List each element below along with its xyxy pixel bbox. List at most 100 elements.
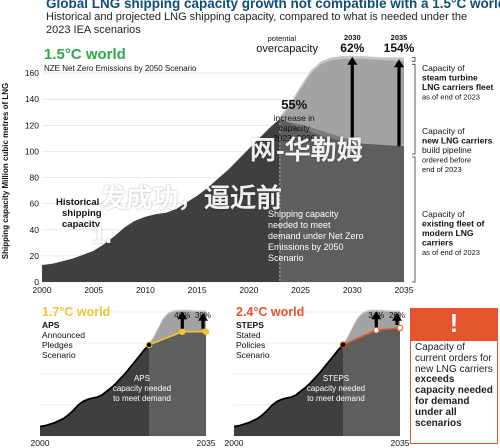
steps-historical-area <box>234 344 344 436</box>
scenario-title-main: 1.5°C world <box>44 46 126 63</box>
callout-text: Capacity of current orders for new LNG c… <box>411 341 497 431</box>
aps-x-tick-1: 2035 <box>197 438 216 448</box>
steps-scenario-code: STEPS <box>236 320 264 330</box>
y-tick-label-3: 60 <box>30 199 40 209</box>
aps-historical-line <box>39 344 150 428</box>
legend-1-line-1: new LNG carriers <box>422 136 493 146</box>
watermark-text-3: 1. <box>92 222 113 249</box>
steps-overcap-value-1: 26% <box>389 311 405 320</box>
aps-scenario-code: APS <box>42 320 60 330</box>
x-tick-label-0: 2000 <box>33 285 52 295</box>
needed-label-line-2: demand under Net Zero <box>268 231 364 241</box>
needed-label-line-3: Emissions by 2050 <box>268 242 344 252</box>
legend-2-line-2: modern LNG <box>422 228 474 238</box>
aps-historical-area <box>40 344 150 436</box>
steps-historical-line <box>233 344 344 428</box>
x-tick-label-3: 2015 <box>188 285 207 295</box>
y-tick-label-5: 100 <box>25 146 39 156</box>
x-tick-label-1: 2005 <box>84 285 103 295</box>
legend-2-line-3: carriers <box>422 238 453 248</box>
legend-0-line-2: LNG carriers fleet <box>422 82 494 92</box>
legend-2-line-0: Capacity of <box>422 209 465 219</box>
overcapacity-value-0: 62% <box>340 41 364 55</box>
aps-scenario-title: 1.7°C world <box>42 305 110 319</box>
legend-1-line-3: ordered before <box>422 156 471 165</box>
steps-needed-label-0: STEPS <box>323 374 349 383</box>
chart-title: Global LNG shipping capacity growth not … <box>46 0 500 11</box>
y-tick-label-7: 140 <box>25 94 39 104</box>
aps-needed-area <box>149 331 206 436</box>
y-tick-label-8: 160 <box>25 68 39 78</box>
aps-scenario-sub-2: Scenario <box>42 350 76 360</box>
aps-needed-label-0: APS <box>134 374 150 383</box>
needed-label-line-1: needed to meet <box>268 220 331 230</box>
needed-label-line-4: Scenario <box>268 253 304 263</box>
legend-2-line-4: as of end of 2023 <box>422 248 480 257</box>
steam-turbine-area <box>279 56 404 119</box>
y-axis-label: Shipping capacity Million cubic metres o… <box>1 83 10 259</box>
steps-scenario-sub-0: Stated <box>236 330 261 340</box>
steps-needed-point-0 <box>339 341 347 349</box>
legend-2-line-1: existing fleet of <box>422 219 485 229</box>
callout-text-start: Capacity of current orders for new LNG c… <box>415 342 493 375</box>
y-tick-label-4: 80 <box>30 173 40 183</box>
increase-text-2: 2023–2030 <box>273 133 316 143</box>
aps-needed-label-1: capacity needed <box>113 384 171 393</box>
overcapacity-year-0: 2030 <box>344 33 361 42</box>
y-tick-label-6: 120 <box>25 120 39 130</box>
build-pipeline-area <box>279 58 404 155</box>
overcapacity-year-1: 2035 <box>391 33 408 42</box>
aps-needed-point-1 <box>178 328 186 335</box>
legend-1-line-0: Capacity of <box>422 126 465 136</box>
watermark-text-2: 发成功，逼近前 <box>100 183 283 213</box>
aps-arrow-1-head <box>198 312 208 321</box>
legend-bracket-1 <box>412 63 416 155</box>
steps-arrow-1-head <box>392 312 402 321</box>
steps-needed-label-2: to meet demand <box>307 394 365 403</box>
x-tick-label-4: 2020 <box>239 285 258 295</box>
steps-x-tick-0: 2000 <box>225 438 244 448</box>
needed-capacity-area <box>279 118 404 282</box>
overcapacity-value-1: 154% <box>384 41 415 55</box>
steps-arrow-0-head <box>371 311 382 320</box>
aps-x-tick-0: 2000 <box>31 438 50 448</box>
steps-x-tick-1: 2035 <box>391 438 410 448</box>
chart-subtitle: Historical and projected LNG shipping ca… <box>46 11 468 36</box>
legend-0-line-1: steam turbine <box>422 73 478 83</box>
aps-steam-area <box>149 309 206 345</box>
x-tick-label-6: 2030 <box>343 285 362 295</box>
aps-needed-point-2 <box>202 328 210 335</box>
steps-scenario-sub-1: Policies <box>236 340 265 350</box>
callout-box: ! Capacity of current orders for new LNG… <box>410 308 498 444</box>
x-tick-label-5: 2025 <box>291 285 310 295</box>
callout-text-bold: exceeds capacity needed for demand under… <box>415 374 493 429</box>
steps-scenario-title: 2.4°C world <box>236 305 304 319</box>
x-tick-label-7: 2035 <box>395 285 414 295</box>
steps-steam-area <box>343 309 400 345</box>
aps-scenario-sub-0: Announced <box>42 330 85 340</box>
increase-text-1: capacity <box>279 123 311 133</box>
steps-needed-label-1: capacity needed <box>307 384 365 393</box>
legend-bracket-2 <box>412 156 416 283</box>
increase-text-0: increase in <box>274 113 315 123</box>
steps-needed-point-2 <box>396 324 404 332</box>
legend-0-line-3: as of end of 2023 <box>422 93 480 102</box>
x-tick-label-2: 2010 <box>136 285 155 295</box>
historical-label-2: shipping <box>62 208 102 219</box>
y-tick-label-0: 0 <box>34 277 39 287</box>
watermark-text-1: 网-华勒姆 <box>250 135 363 165</box>
steps-needed-area <box>343 328 400 436</box>
exclamation-icon: ! <box>449 308 459 338</box>
legend-0-line-0: Capacity of <box>422 63 465 73</box>
historical-label-3: capacity <box>62 219 101 230</box>
steps-overcap-value-0: 34% <box>368 311 384 320</box>
historical-label-1: Historical <box>56 197 99 208</box>
callout-inner: Capacity of current orders for new LNG c… <box>410 340 498 444</box>
aps-overcap-value-0: 40% <box>174 311 190 320</box>
scenario-subtitle-main: NZE Net Zero Emissions by 2050 Scenario <box>44 64 197 73</box>
overcapacity-small-label: potential <box>268 34 297 43</box>
overcapacity-arrow-0-head <box>347 56 358 65</box>
aps-arrow-0-head <box>177 311 188 320</box>
y-tick-label-1: 20 <box>30 251 40 261</box>
